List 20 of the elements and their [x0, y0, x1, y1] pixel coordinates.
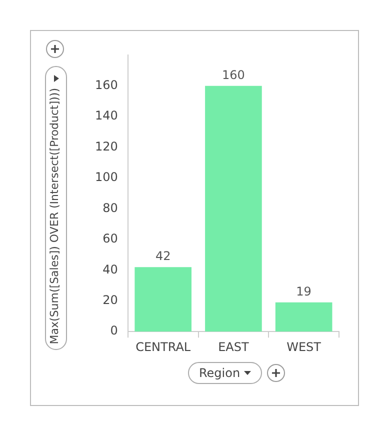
data-label: 19: [296, 284, 312, 299]
x-axis-title: Region: [199, 366, 240, 380]
y-tick-label: 60: [102, 232, 118, 246]
y-tick-label: 140: [95, 108, 118, 123]
y-tick-label: 20: [102, 293, 118, 308]
y-tick-label: 160: [95, 78, 118, 92]
data-label: 42: [155, 249, 171, 264]
x-tick-label: EAST: [218, 340, 250, 354]
x-tick-label: WEST: [286, 340, 322, 354]
x-tick-label: CENTRAL: [136, 340, 191, 354]
data-label: 160: [222, 68, 245, 82]
bar: [134, 267, 192, 332]
y-tick-label: 100: [95, 170, 118, 184]
y-tick-label: 120: [95, 139, 118, 154]
y-tick-label: 40: [102, 262, 118, 276]
y-tick-label: 0: [110, 324, 118, 338]
bar: [275, 302, 332, 332]
y-axis-title: Max(Sum([Sales]) OVER (Intersect([Product]))): [48, 88, 61, 344]
y-tick-label: 80: [102, 200, 118, 215]
bar: [205, 86, 262, 332]
